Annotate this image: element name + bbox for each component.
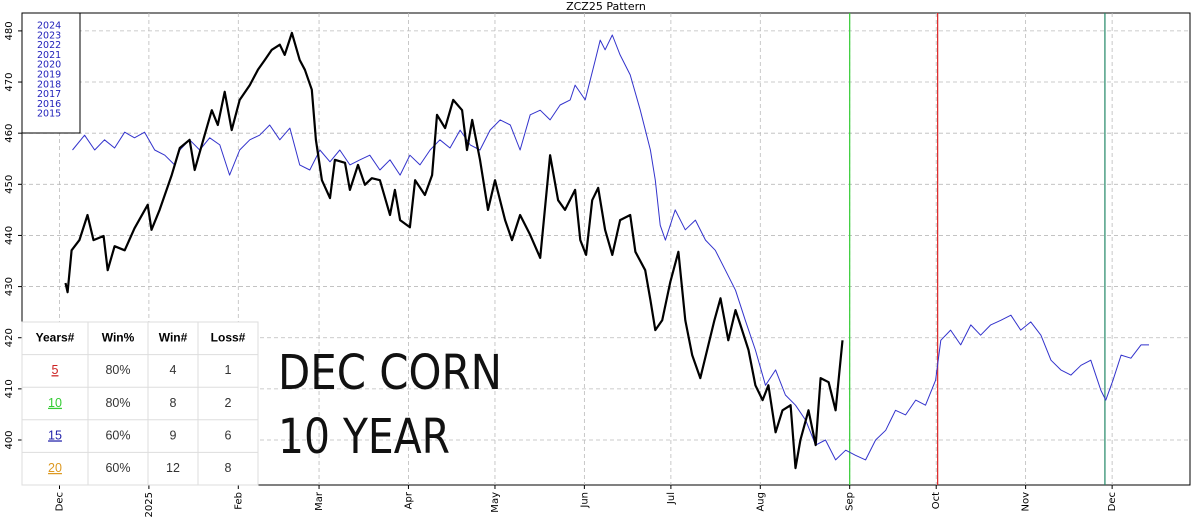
table-header: Loss# [211,330,246,344]
legend-label: 2024 [37,21,61,32]
table-header: Win% [102,330,135,344]
x-tick-label: Nov [1021,492,1032,512]
legend-label: 2023 [37,30,61,41]
table-cell: 60% [105,428,130,442]
y-tick-label: 460 [4,124,15,143]
table-year-link[interactable]: 10 [48,396,62,410]
legend-label: 2018 [37,79,61,90]
table-cell: 1 [225,363,232,377]
x-tick-label: Jun [579,492,590,509]
table-year-link[interactable]: 15 [48,428,62,442]
grid [22,13,1190,485]
table-cell: 8 [225,461,232,475]
legend-label: 2021 [37,50,61,61]
y-tick-label: 450 [4,175,15,194]
series-line [64,31,844,470]
table-cell: 4 [170,363,177,377]
y-tick-label: 430 [4,277,15,296]
table-cell: 8 [170,396,177,410]
series-line [72,34,1149,461]
y-tick-label: 440 [4,226,15,245]
legend-label: 2015 [37,109,61,120]
table-bg [21,321,259,486]
x-tick-label: Aug [755,492,766,512]
legend-label: 2017 [37,89,61,100]
x-tick-label: Mar [314,491,325,511]
x-tick-label: Apr [403,491,414,509]
x-tick-label: Dec [1107,492,1118,511]
legend-label: 2016 [37,99,61,110]
table-cell: 80% [105,396,130,410]
table-cell: 80% [105,363,130,377]
x-tick-label: Feb [233,492,244,510]
annotation: DEC CORN [278,345,502,401]
legend-label: 2019 [37,70,61,81]
annotation: 10 YEAR [278,409,450,465]
x-tick-label: Sep [845,492,856,511]
legend-label: 2020 [37,60,61,71]
x-tick-label: 2025 [144,492,155,517]
x-tick-label: May [490,492,501,513]
y-tick-label: 420 [4,328,15,347]
x-tick-label: Oct [931,492,942,509]
table-header: Win# [159,330,188,344]
table-cell: 60% [105,461,130,475]
y-tick-label: 480 [4,21,15,40]
table-cell: 6 [225,428,232,442]
table-cell: 9 [170,428,177,442]
table-cell: 2 [225,396,232,410]
legend-box [21,12,81,134]
y-tick-label: 470 [4,72,15,91]
table-year-link[interactable]: 20 [48,461,62,475]
x-tick-label: Dec [54,492,65,511]
table-year-link[interactable]: 5 [52,363,59,377]
y-tick-label: 400 [4,430,15,449]
table-header: Years# [36,330,75,344]
legend-label: 2022 [37,40,61,51]
x-tick-label: Jul [666,492,677,505]
chart-title: ZCZ25 Pattern [566,0,646,13]
y-tick-label: 410 [4,379,15,398]
table-cell: 12 [166,461,180,475]
